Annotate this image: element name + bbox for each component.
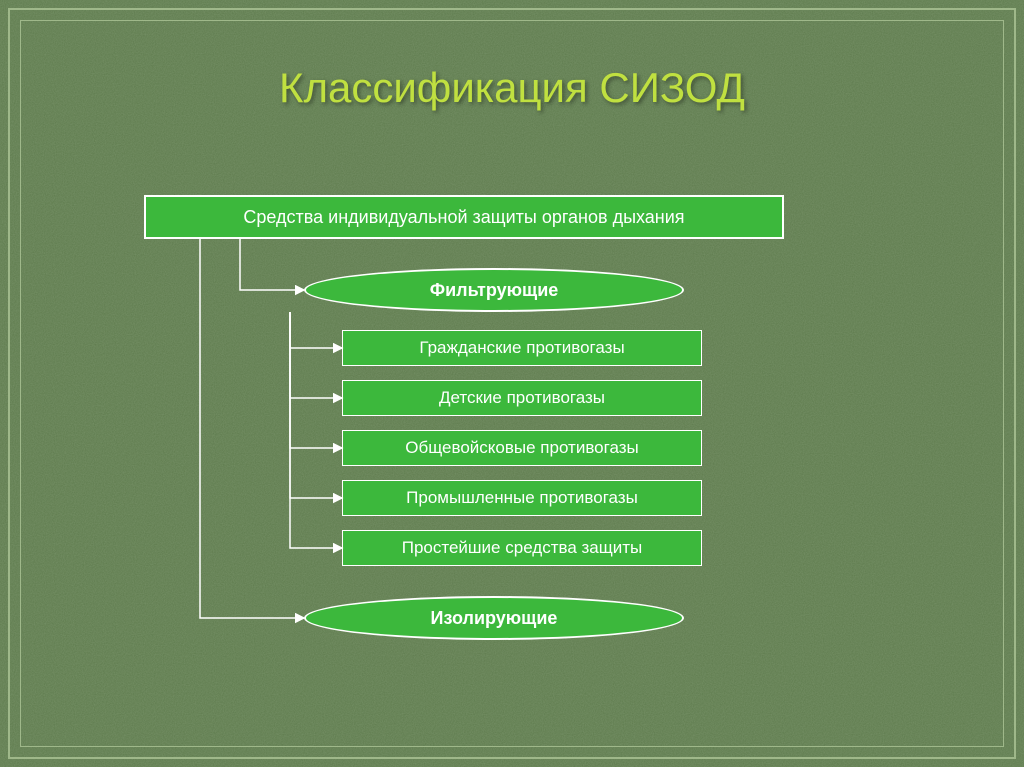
node-root: Средства индивидуальной защиты органов д…: [144, 195, 784, 239]
node-item-label: Гражданские противогазы: [419, 338, 624, 358]
node-item-label: Общевойсковые противогазы: [405, 438, 638, 458]
node-item-label: Простейшие средства защиты: [402, 538, 642, 558]
node-item-military: Общевойсковые противогазы: [342, 430, 702, 466]
node-isolating-label: Изолирующие: [431, 608, 558, 629]
slide-title: Классификация СИЗОД: [0, 64, 1024, 112]
node-item-civil: Гражданские противогазы: [342, 330, 702, 366]
node-filtering: Фильтрующие: [304, 268, 684, 312]
node-item-simple: Простейшие средства защиты: [342, 530, 702, 566]
node-item-label: Детские противогазы: [439, 388, 605, 408]
node-filtering-label: Фильтрующие: [430, 280, 559, 301]
node-item-label: Промышленные противогазы: [406, 488, 638, 508]
slide: Классификация СИЗОД Средства индивидуаль…: [0, 0, 1024, 767]
node-isolating: Изолирующие: [304, 596, 684, 640]
node-item-industrial: Промышленные противогазы: [342, 480, 702, 516]
node-item-children: Детские противогазы: [342, 380, 702, 416]
node-root-label: Средства индивидуальной защиты органов д…: [243, 207, 684, 228]
